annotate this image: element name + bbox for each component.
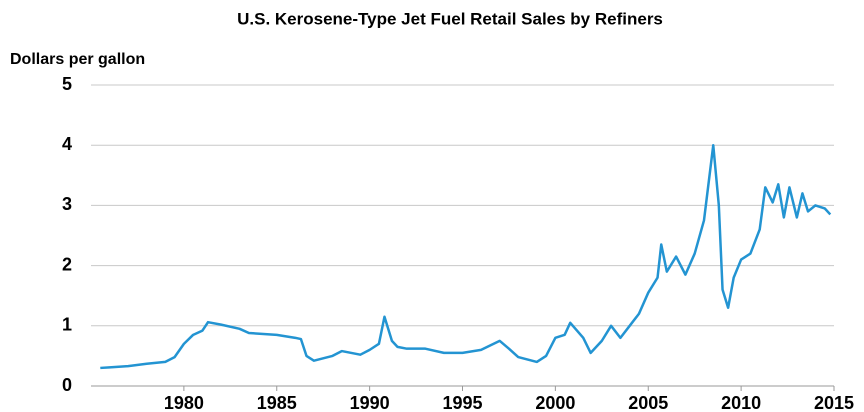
- y-axis-label: Dollars per gallon: [10, 51, 145, 68]
- x-tick-label: 1985: [257, 393, 297, 412]
- x-tick-label: 1980: [164, 393, 204, 412]
- price-line: [100, 143, 832, 370]
- x-tick-label: 2005: [628, 393, 668, 412]
- x-tick-label: 1990: [350, 393, 390, 412]
- y-tick-label: 1: [62, 315, 72, 335]
- x-tick-label: 1995: [442, 393, 482, 412]
- x-tick-label: 2010: [721, 393, 761, 412]
- y-tick-label: 5: [62, 74, 72, 94]
- y-tick-label: 3: [62, 194, 72, 214]
- y-tick-label: 0: [62, 375, 72, 395]
- y-tick-label: 2: [62, 254, 72, 274]
- x-tick-label: 2015: [814, 393, 854, 412]
- chart-title: U.S. Kerosene-Type Jet Fuel Retail Sales…: [237, 9, 663, 28]
- x-tick-label: 2000: [535, 393, 575, 412]
- y-tick-label: 4: [62, 134, 72, 154]
